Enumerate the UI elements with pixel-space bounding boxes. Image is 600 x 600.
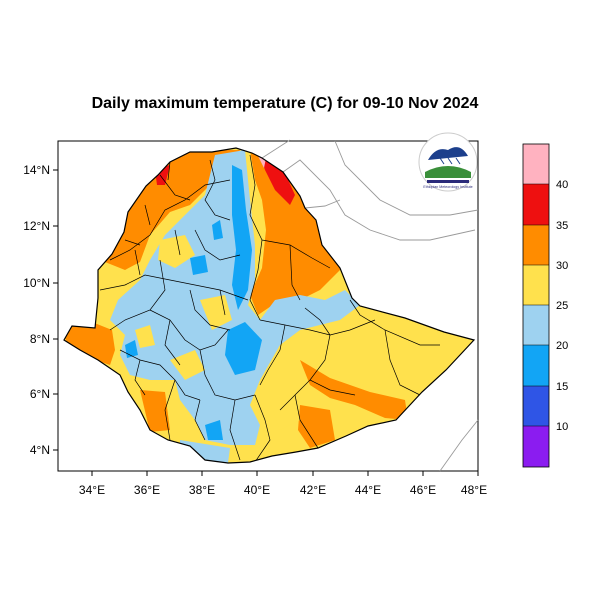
x-tick-label: 34°E	[79, 483, 105, 497]
y-tick-label: 8°N	[30, 332, 50, 346]
colorbar-label: 30	[556, 260, 568, 272]
x-tick-label: 38°E	[189, 483, 215, 497]
colorbar-label: 15	[556, 381, 568, 393]
coastlines	[261, 139, 479, 472]
y-tick-label: 4°N	[30, 443, 50, 457]
x-tick-label: 36°E	[134, 483, 160, 497]
colorbar-label: 20	[556, 340, 568, 352]
colorbar-label: 40	[556, 179, 568, 191]
colorbar-bin	[523, 305, 549, 345]
colorbar-bin	[523, 225, 549, 265]
x-tick-label: 42°E	[300, 483, 326, 497]
x-tick-label: 46°E	[410, 483, 436, 497]
colorbar: 10 15 20 25 30 35 40	[522, 143, 568, 468]
colorbar-bin	[523, 144, 549, 184]
colorbar-bin	[523, 184, 549, 225]
y-tick-label: 6°N	[30, 387, 50, 401]
x-tick-label: 44°E	[355, 483, 381, 497]
x-tick-label: 40°E	[244, 483, 270, 497]
colorbar-bin	[523, 386, 549, 426]
colorbar-bin	[523, 345, 549, 386]
admin-boundaries	[99, 154, 440, 463]
ethiopian-meteorology-logo: Ethiopian Meteorology Institute	[418, 132, 478, 192]
y-tick-label: 14°N	[23, 163, 50, 177]
y-tick-label: 10°N	[23, 276, 50, 290]
x-tick-label: 48°E	[461, 483, 487, 497]
colorbar-bin	[523, 426, 549, 467]
logo-text: Ethiopian Meteorology Institute	[423, 185, 472, 189]
y-tick-label: 12°N	[23, 219, 50, 233]
map-title: Daily maximum temperature (C) for 09-10 …	[91, 95, 479, 112]
country-border	[63, 147, 476, 464]
colorbar-label: 25	[556, 300, 568, 312]
x-axis: 34°E 36°E 38°E 40°E 42°E 44°E 46°E 48°E	[79, 471, 487, 497]
colorbar-bin	[523, 265, 549, 305]
colorbar-label: 10	[556, 421, 568, 433]
colorbar-label: 35	[556, 220, 568, 232]
y-axis: 14°N 12°N 10°N 8°N 6°N 4°N	[23, 163, 58, 457]
